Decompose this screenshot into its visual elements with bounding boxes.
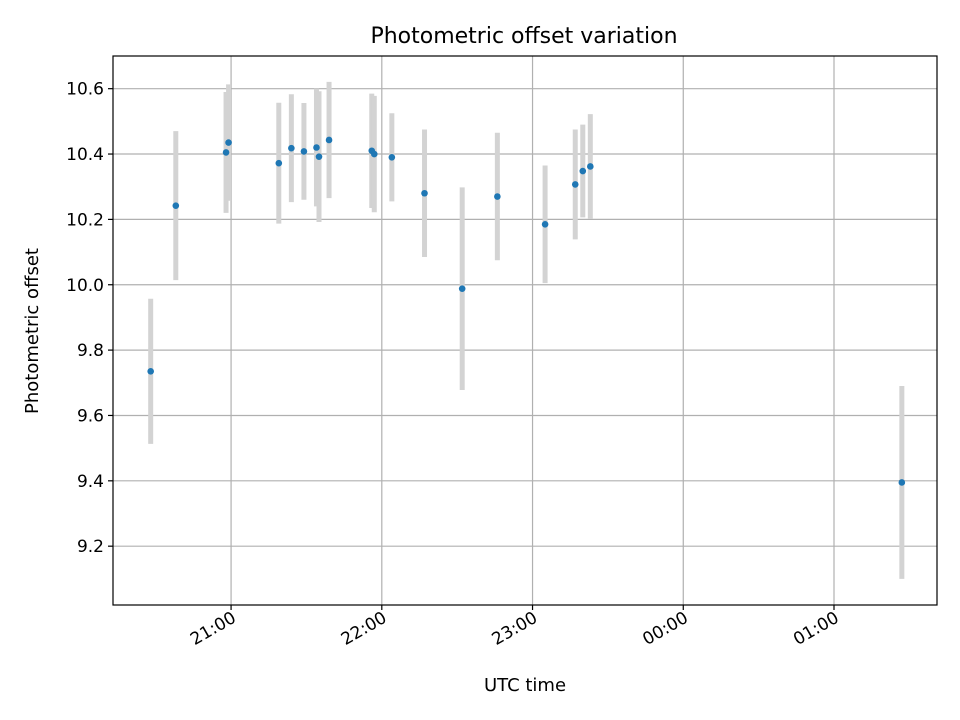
x-tick-label: 23:00 xyxy=(489,608,541,650)
data-point xyxy=(571,181,579,188)
x-tick-label: 22:00 xyxy=(338,608,390,650)
data-point xyxy=(275,159,283,167)
data-point xyxy=(388,154,396,161)
y-axis: 9.2 9.4 9.6 9.8 10.0 10.2 10.4 10.6 xyxy=(66,80,113,557)
data-point xyxy=(541,220,549,228)
x-tick-label: 21:00 xyxy=(187,608,239,650)
y-tick-label: 10.0 xyxy=(66,276,104,296)
data-point xyxy=(587,163,594,170)
error-bars xyxy=(148,81,905,579)
x-axis: 21:00 22:00 23:00 00:00 01:00 xyxy=(187,605,843,650)
data-point xyxy=(421,189,428,197)
y-tick-label: 10.6 xyxy=(66,80,104,100)
data-points xyxy=(147,136,906,486)
y-tick-label: 10.2 xyxy=(66,210,104,230)
x-tick-label: 00:00 xyxy=(639,608,691,650)
data-point xyxy=(325,136,333,144)
data-point xyxy=(315,153,323,160)
x-axis-label: UTC time xyxy=(484,675,566,696)
data-point xyxy=(225,139,232,146)
y-tick-label: 9.6 xyxy=(77,406,104,426)
y-axis-label: Photometric offset xyxy=(22,248,43,414)
data-point xyxy=(172,202,180,209)
data-point xyxy=(147,368,154,375)
data-point xyxy=(222,149,230,156)
data-point xyxy=(313,144,320,151)
data-point xyxy=(288,144,295,152)
x-tick-label: 01:00 xyxy=(790,608,842,650)
data-point xyxy=(300,148,308,155)
grid xyxy=(113,56,937,605)
data-point xyxy=(494,193,501,200)
y-tick-label: 9.8 xyxy=(77,341,104,361)
y-tick-label: 9.4 xyxy=(77,472,104,492)
data-point xyxy=(898,479,906,486)
data-point xyxy=(458,285,466,292)
data-point xyxy=(370,150,378,158)
y-tick-label: 10.4 xyxy=(66,145,104,165)
y-tick-label: 9.2 xyxy=(77,537,104,557)
data-point xyxy=(579,167,587,175)
plot-frame xyxy=(112,55,938,606)
chart-title: Photometric offset variation xyxy=(370,24,677,49)
